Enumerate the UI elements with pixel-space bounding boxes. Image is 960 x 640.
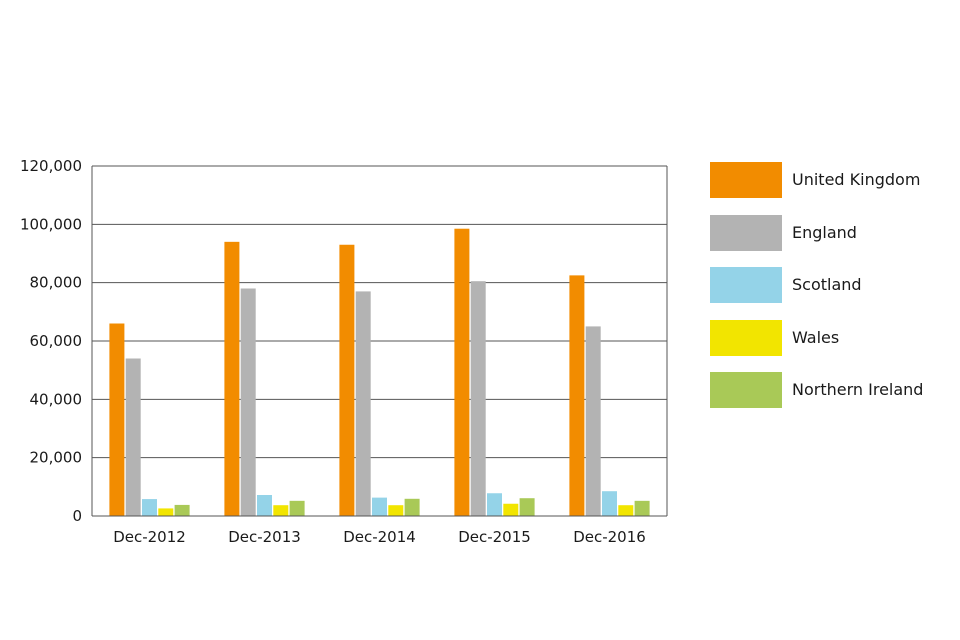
y-tick-label: 120,000: [20, 157, 82, 175]
legend-swatch: [710, 162, 782, 198]
bar-united-kingdom-dec-2012: [109, 323, 125, 516]
legend-item-wales: Wales: [710, 319, 950, 356]
legend-item-england: England: [710, 214, 950, 251]
bar-england-dec-2013: [240, 288, 256, 516]
bar-united-kingdom-dec-2013: [224, 241, 240, 517]
legend-swatch: [710, 214, 782, 251]
legend-label: United Kingdom: [792, 170, 921, 189]
axes: [91, 166, 668, 517]
legend-label: Northern Ireland: [792, 380, 924, 399]
y-tick-label: 80,000: [30, 274, 83, 292]
legend-item-scotland: Scotland: [710, 267, 950, 303]
y-tick-label: 20,000: [30, 449, 83, 467]
x-tick-label: Dec-2014: [343, 528, 416, 546]
bar-england-dec-2015: [470, 281, 486, 516]
bar-northern-ireland-dec-2013: [289, 500, 305, 516]
legend-label: Wales: [792, 327, 840, 347]
y-tick-label: 40,000: [30, 390, 83, 408]
y-tick-label: 0: [72, 507, 82, 525]
bar-england-dec-2012: [125, 358, 141, 516]
legend-item-united-kingdom: United Kingdom: [710, 162, 950, 198]
legend-label: England: [792, 222, 857, 242]
bar-northern-ireland-dec-2015: [519, 498, 535, 516]
legend-swatch: [710, 319, 782, 356]
x-tick-labels: Dec-2012 Dec-2013 Dec-2014 Dec-2015 Dec-2016: [113, 528, 646, 546]
bar-northern-ireland-dec-2014: [404, 498, 420, 516]
legend-label: Scotland: [792, 275, 862, 294]
y-tick-label: 100,000: [20, 215, 82, 233]
bar-chart: 020,00040,00060,00080,000100,000120,000 …: [20, 157, 668, 546]
bar-scotland-dec-2012: [142, 499, 157, 516]
legend-swatch: [710, 267, 782, 303]
legend-item-northern-ireland: Northern Ireland: [710, 372, 950, 408]
y-tick-label: 60,000: [30, 332, 83, 350]
x-tick-label: Dec-2013: [228, 528, 301, 546]
bars: [109, 228, 650, 517]
bar-wales-dec-2015: [503, 503, 519, 516]
bar-united-kingdom-dec-2014: [339, 244, 355, 516]
x-tick-label: Dec-2016: [573, 528, 646, 546]
bar-scotland-dec-2015: [487, 493, 502, 516]
bar-england-dec-2014: [355, 291, 371, 516]
bar-northern-ireland-dec-2012: [174, 504, 190, 516]
bar-scotland-dec-2013: [257, 495, 272, 516]
bar-scotland-dec-2014: [372, 497, 387, 516]
x-tick-label: Dec-2015: [458, 528, 531, 546]
bar-wales-dec-2014: [388, 505, 404, 516]
x-tick-label: Dec-2012: [113, 528, 186, 546]
bar-wales-dec-2012: [158, 508, 174, 516]
y-tick-labels: 0 20,000 40,000 60,000 80,000 100,000 120,000: [20, 157, 82, 525]
legend-swatch: [710, 372, 782, 408]
bar-northern-ireland-dec-2016: [634, 500, 650, 516]
bar-united-kingdom-dec-2016: [569, 275, 585, 516]
bar-wales-dec-2016: [618, 505, 634, 516]
bar-wales-dec-2013: [273, 505, 289, 516]
bar-united-kingdom-dec-2015: [454, 228, 470, 517]
bar-england-dec-2016: [585, 326, 601, 516]
bar-scotland-dec-2016: [602, 491, 617, 516]
